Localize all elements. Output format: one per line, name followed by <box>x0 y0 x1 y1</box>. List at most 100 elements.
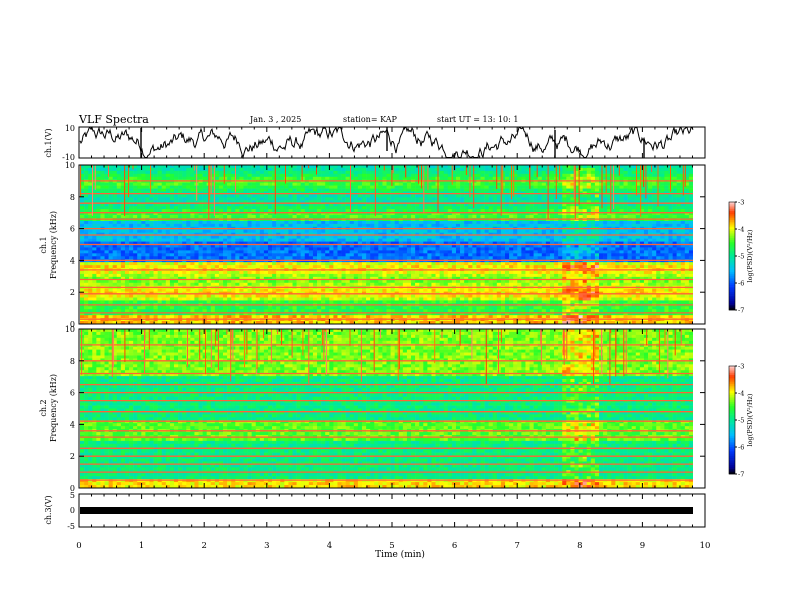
spectrogram-cell <box>296 188 301 192</box>
spectrogram-cell <box>112 185 118 189</box>
spectrogram-cell <box>88 170 93 175</box>
spectrogram-cell <box>280 170 285 175</box>
spectrogram-cell <box>652 253 657 257</box>
spectrogram-cell <box>529 215 534 219</box>
spectrogram-cell <box>357 167 363 172</box>
spectrogram-cell <box>329 188 334 192</box>
spectrogram-cell <box>153 250 158 254</box>
spectrogram-cell <box>284 215 289 219</box>
spectrogram-cell <box>496 176 502 181</box>
spectrogram-cell <box>488 220 494 225</box>
spectrogram-cell <box>451 182 457 186</box>
spectrogram-cell <box>533 238 539 242</box>
spectrogram-cell <box>660 209 665 213</box>
spectrogram-cell <box>84 229 89 234</box>
spectrogram-cell <box>521 167 526 172</box>
spectrogram-cell <box>153 238 158 242</box>
spectrogram-cell <box>623 253 628 257</box>
spectrogram-cell <box>623 223 628 228</box>
spectrogram-cell <box>308 182 314 186</box>
spectrogram-cell <box>517 220 522 225</box>
spectrogram-cell <box>149 173 154 178</box>
spectrogram-cell <box>202 170 207 175</box>
spectrogram-cell <box>100 182 105 186</box>
spectrogram-cell <box>304 223 310 228</box>
spectrogram-cell <box>394 197 400 201</box>
spectrogram-cell <box>566 165 571 169</box>
spectrogram-cell <box>509 238 514 242</box>
spectrogram-cell <box>623 238 628 242</box>
spectrogram-cell <box>173 250 179 254</box>
spectrogram-cell <box>439 253 445 257</box>
spectrogram-cell <box>492 220 498 225</box>
spectrogram-cell <box>460 223 465 228</box>
spectrogram-cell <box>517 194 522 198</box>
spectrogram-cell <box>124 176 130 181</box>
spectrogram-cell <box>509 247 514 251</box>
spectrogram-cell <box>366 223 371 228</box>
spectrogram-cell <box>251 188 257 192</box>
spectrogram-cell <box>300 173 306 178</box>
spectrogram-cell <box>255 170 261 175</box>
spectrogram-cell <box>361 209 367 213</box>
spectrogram-cell <box>415 256 420 260</box>
spectrogram-cell <box>521 173 526 178</box>
spectrogram-cell <box>635 247 641 251</box>
spectrogram-cell <box>594 170 600 175</box>
spectrogram-cell <box>676 194 682 198</box>
spectrogram-cell <box>300 200 306 204</box>
spectrogram-cell <box>96 215 101 219</box>
spectrogram-cell <box>267 229 273 234</box>
spectrogram-cell <box>533 188 539 192</box>
spectrogram-cell <box>451 238 457 242</box>
spectrogram-cell <box>541 194 547 198</box>
spectrogram-cell <box>304 229 310 234</box>
spectrogram-cell <box>182 256 187 260</box>
spectrogram-cell <box>529 188 534 192</box>
spectrogram-cell <box>366 182 371 186</box>
spectrogram-cell <box>312 197 318 201</box>
spectrogram-cell <box>137 238 142 242</box>
spectrogram-cell <box>472 197 477 201</box>
spectrogram-cell <box>333 247 338 251</box>
spectrogram-cell <box>325 215 330 219</box>
spectrogram-cell <box>88 253 93 257</box>
spectrogram-cell <box>112 250 118 254</box>
spectrogram-cell <box>329 200 334 204</box>
spectrogram-cell <box>349 188 355 192</box>
spectrogram-cell <box>521 165 526 169</box>
spectrogram-cell <box>488 206 494 210</box>
spectrogram-cell <box>648 209 653 213</box>
spectrogram-cell <box>472 256 477 260</box>
spectrogram-cell <box>251 197 257 201</box>
spectrogram-cell <box>214 176 220 181</box>
spectrogram-cell <box>165 182 171 186</box>
spectrogram-cell <box>652 185 657 189</box>
spectrogram-cell <box>361 200 367 204</box>
spectrogram-cell <box>615 194 620 198</box>
spectrogram-cell <box>411 215 416 219</box>
spectrogram-cell <box>202 194 207 198</box>
spectrogram-cell <box>423 220 428 225</box>
spectrogram-cell <box>488 253 494 257</box>
spectrogram-cell <box>398 206 404 210</box>
spectrogram-cell <box>500 235 506 239</box>
spectrogram-cell <box>513 209 518 213</box>
spectrogram-cell <box>292 223 297 228</box>
spectrogram-cell <box>100 176 105 181</box>
spectrogram-cell <box>386 197 391 201</box>
spectrogram-cell <box>231 250 236 254</box>
spectrogram-cell <box>317 170 322 175</box>
spectrogram-cell <box>419 223 424 228</box>
spectrogram-cell <box>537 229 543 234</box>
spectrogram-cell <box>353 235 359 239</box>
spectrogram-cell <box>607 220 612 225</box>
spectrogram-cell <box>574 176 579 181</box>
spectrogram-cell <box>202 176 207 181</box>
spectrogram-cell <box>549 215 555 219</box>
spectrogram-cell <box>165 167 171 172</box>
spectrogram-cell <box>317 197 322 201</box>
spectrogram-cell <box>153 200 158 204</box>
spectrogram-cell <box>500 220 506 225</box>
spectrogram-cell <box>652 188 657 192</box>
